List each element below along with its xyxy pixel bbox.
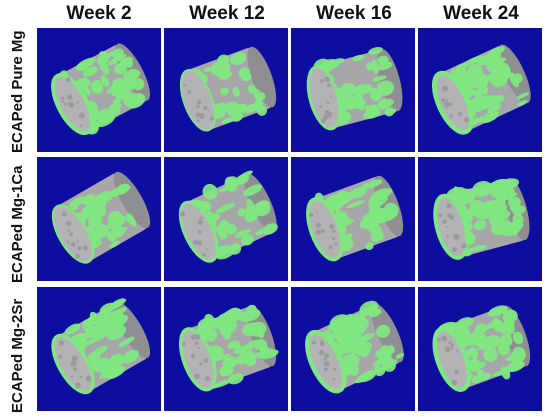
implant-rendering [179,46,277,132]
micro-ct-panel-ecaped-mg-1ca-week-16 [291,157,415,281]
implant-rendering [178,170,278,263]
implant-rendering [305,300,405,394]
micro-ct-panel-ecaped-pure-mg-week-12 [164,28,288,152]
micro-ct-panel-ecaped-pure-mg-week-16 [291,28,415,152]
micro-ct-panel-ecaped-mg-2sr-week-16 [291,287,415,411]
implant-rendering [178,304,279,392]
row-label-container-pure-mg: ECAPed Pure Mg [0,27,36,153]
implant-rendering [306,47,403,131]
micro-ct-panel-ecaped-pure-mg-week-2 [37,28,161,152]
row-label-pure-mg: ECAPed Pure Mg [9,30,26,153]
implant-rendering [51,43,150,136]
implant-rendering [432,305,531,392]
column-header-week-2: Week 2 [66,3,132,24]
micro-ct-panel-ecaped-mg-2sr-week-24 [418,287,542,411]
micro-ct-panel-ecaped-mg-1ca-week-12 [164,157,288,281]
micro-ct-panel-ecaped-pure-mg-week-24 [418,28,542,152]
implant-rendering [433,178,530,260]
column-header-week-16: Week 16 [316,3,392,24]
micro-ct-panel-ecaped-mg-2sr-week-12 [164,287,288,411]
micro-ct-panel-ecaped-mg-1ca-week-24 [418,157,542,281]
micro-ct-panel-ecaped-mg-1ca-week-2 [37,157,161,281]
row-label-container-mg-1ca: ECAPed Mg-1Ca [0,157,36,283]
implant-rendering [306,175,404,262]
micro-ct-panel-ecaped-mg-2sr-week-2 [37,287,161,411]
implant-rendering [431,44,531,135]
column-header-week-12: Week 12 [189,3,265,24]
row-label-mg-1ca: ECAPed Mg-1Ca [9,165,26,283]
implant-rendering [51,298,151,395]
column-header-week-24: Week 24 [443,3,519,24]
row-label-container-mg-2sr: ECAPed Mg-2Sr [0,287,36,413]
implant-rendering [51,171,151,264]
row-label-mg-2sr: ECAPed Mg-2Sr [9,298,26,413]
